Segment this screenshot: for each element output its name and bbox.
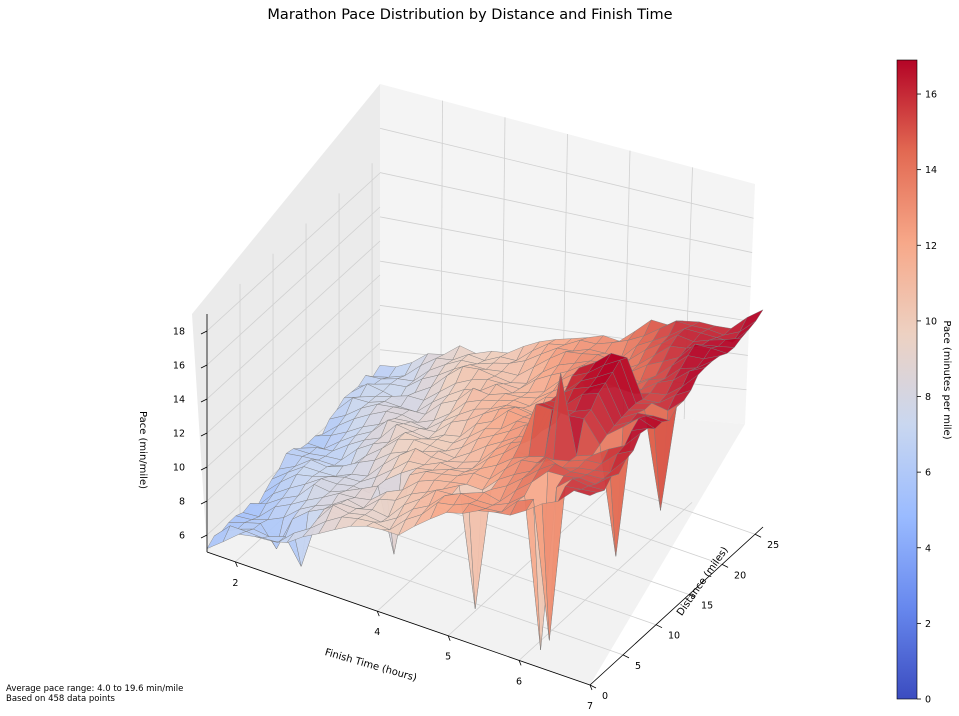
z-tick [200,330,208,335]
y-tick [622,654,630,659]
z-tick [200,534,208,539]
x-tick-label: 4 [374,627,380,638]
grid-line [206,274,381,434]
footnote-line-2: Based on 458 data points [6,694,115,704]
colorbar-tick-label: 10 [925,316,937,327]
z-tick-label: 18 [173,327,185,338]
grid-line [379,172,753,253]
grid-line [206,308,381,468]
colorbar [896,59,918,700]
x-tick [234,561,238,568]
z-tick-label: 12 [173,429,185,440]
z-tick-label: 10 [173,463,185,474]
y-tick-label: 20 [734,570,746,581]
colorbar-tick-label: 6 [925,468,931,479]
x-tick [589,684,593,691]
colorbar-tick-label: 0 [925,695,931,706]
grid-line [206,342,381,502]
y-tick-label: 0 [602,691,608,702]
surface-facet [573,489,598,496]
z-tick-label: 16 [173,361,185,372]
z-tick [200,364,208,369]
colorbar-tick-label: 4 [925,543,931,554]
x-axis-line [206,551,591,686]
colorbar-tick-label: 8 [925,392,931,403]
grid-line [206,240,381,400]
y-tick [721,564,729,568]
z-tick-label: 14 [173,395,185,406]
axes: 2 4 5 6 70 5 10 15 20 25 6 8 10 12 14 16 18 [173,314,779,712]
grid-line [206,172,381,332]
z-tick [200,466,208,471]
y-tick [655,624,663,629]
z-tick-label: 8 [179,497,185,508]
grid-line [379,216,751,288]
grid-line [440,100,443,400]
z-tick [200,500,208,505]
x-tick-label: 5 [445,652,451,663]
colorbar-tick-label: 14 [925,165,937,176]
y-tick-label: 15 [701,601,713,612]
grid-line [379,260,750,322]
colorbar-tick-label: 12 [925,241,937,252]
footnote-line-1: Average pace range: 4.0 to 19.6 min/mile [6,684,184,694]
grid-line [518,502,693,661]
y-tick-label: 5 [635,661,641,672]
x-tick-label: 2 [232,578,238,589]
colorbar-tick-label: 2 [925,619,931,630]
y-tick-label: 25 [767,540,779,551]
z-tick [200,432,208,437]
surface-mesh [206,309,764,650]
x-axis-label: Finish Time (hours) [323,647,418,684]
colorbar-label: Pace (minutes per mile) [941,320,952,439]
x-tick [376,610,380,617]
colorbar-ticks: 0 2 4 6 8 10 12 14 16 [917,90,937,706]
colorbar-tick-label: 16 [925,90,937,101]
x-tick [447,635,451,641]
grid-line [379,127,754,219]
z-tick-label: 6 [179,531,185,542]
x-tick-label: 6 [516,676,522,687]
x-tick [518,660,522,666]
y-axis-line [589,526,764,686]
y-tick-label: 10 [668,631,680,642]
y-tick [589,684,597,689]
y-tick [754,533,762,538]
z-tick [200,398,208,403]
x-tick-label: 7 [587,701,593,712]
grid-line [206,206,381,366]
z-axis-label: Pace (min/mile) [137,411,148,489]
y-tick [688,594,696,598]
chart-title: Marathon Pace Distribution by Distance a… [267,7,672,23]
